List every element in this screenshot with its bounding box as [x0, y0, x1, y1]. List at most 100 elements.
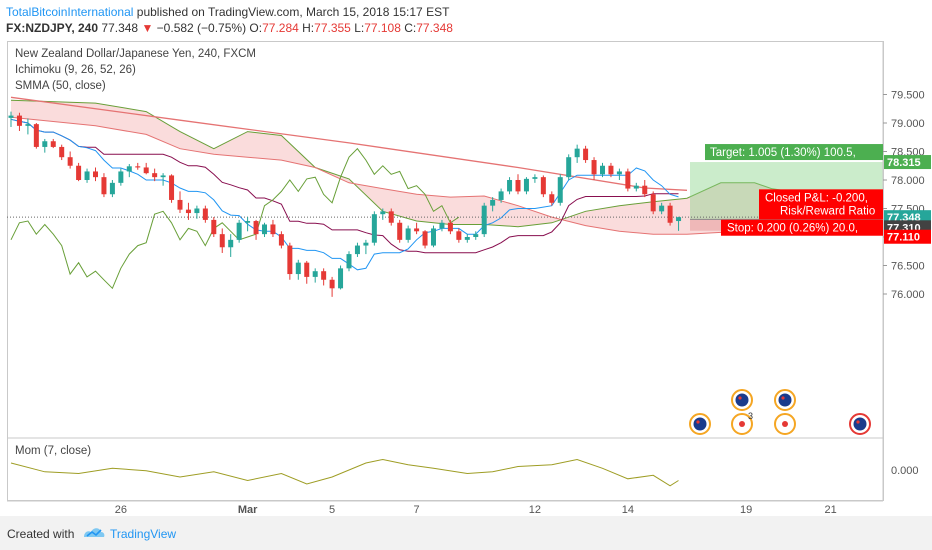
candle-body	[245, 221, 251, 223]
smma-legend[interactable]: SMMA (50, close)	[15, 80, 106, 92]
candle-body	[591, 160, 597, 175]
time-tick-label: Mar	[238, 504, 258, 516]
footer: Created with TradingView	[0, 516, 932, 550]
candle-body	[515, 180, 521, 192]
candle-body	[304, 262, 310, 277]
candle-body	[523, 178, 529, 192]
event-marker-jp[interactable]	[774, 413, 796, 435]
candle-body	[667, 205, 673, 223]
candle-body	[287, 245, 293, 275]
candle-body	[236, 222, 242, 240]
candle-body	[228, 239, 234, 248]
candle-body	[219, 234, 225, 248]
price-tick-label: 76.000	[891, 289, 925, 301]
candle-body	[185, 209, 191, 214]
momentum-tick-label: 0.000	[891, 465, 919, 477]
closed-pl-label-bg	[759, 189, 883, 220]
candle-body	[540, 177, 546, 195]
candle-body	[532, 177, 538, 179]
candle-body	[405, 228, 411, 240]
candle-body	[67, 157, 73, 166]
candle-body	[642, 185, 648, 195]
close-value: 77.348	[416, 21, 453, 35]
candle-body	[650, 194, 656, 212]
event-marker-nz[interactable]	[731, 389, 753, 411]
candle-body	[118, 171, 124, 183]
candle-body	[194, 208, 200, 214]
candle-body	[380, 211, 386, 215]
smma-line	[10, 96, 688, 191]
candle-body	[354, 245, 360, 255]
candle-body	[93, 171, 98, 178]
candle-body	[25, 124, 31, 126]
candle-body	[659, 205, 665, 212]
published-text: published on TradingView.com, March 15, …	[136, 5, 450, 19]
closed-pl-label: Closed P&L: -0.200,	[765, 192, 868, 204]
candle-body	[177, 199, 183, 210]
candle-body	[447, 222, 453, 232]
candle-body	[490, 199, 496, 206]
high-value: 77.355	[314, 21, 351, 35]
candle-body	[329, 279, 335, 289]
candle-body	[439, 222, 445, 229]
candle-body	[135, 166, 141, 168]
jp-flag-icon	[782, 421, 788, 427]
time-tick-label: 7	[414, 504, 420, 516]
event-marker-nz[interactable]	[689, 413, 711, 435]
event-marker-jp[interactable]	[731, 413, 753, 435]
header-bar: TotalBitcoinInternational published on T…	[0, 0, 932, 40]
candle-body	[321, 271, 327, 280]
candle-body	[456, 231, 462, 240]
stop-label-bg	[721, 219, 883, 236]
price-change: −0.582 (−0.75%)	[156, 21, 247, 35]
last-price: 77.348	[101, 21, 139, 35]
candle-body	[507, 180, 513, 192]
price-tick-label: 78.000	[891, 175, 925, 187]
tenkan-sen-line	[10, 118, 679, 271]
time-tick-label: 19	[740, 504, 752, 516]
chikou-span-line	[10, 147, 460, 290]
time-tick-label: 26	[115, 504, 127, 516]
candle-body	[160, 175, 166, 178]
tradingview-brand[interactable]: TradingView	[110, 527, 177, 541]
candle-body	[566, 157, 572, 178]
open-value: 77.284	[262, 21, 299, 35]
risk-reward-label: Risk/Reward Ratio	[780, 205, 875, 217]
time-tick-label: 14	[622, 504, 634, 516]
price-tick-label: 79.000	[891, 118, 925, 130]
flag-star	[738, 396, 742, 400]
senkou-span-b-line	[10, 116, 797, 235]
stop-label: Stop: 0.200 (0.26%) 20.0,	[727, 223, 858, 235]
candle-body	[253, 221, 259, 235]
tradingview-logo-icon	[84, 528, 105, 537]
momentum-legend[interactable]: Mom (7, close)	[15, 445, 92, 457]
target-price-badge-bg	[884, 155, 931, 170]
candle-body	[473, 234, 479, 237]
ichimoku-legend[interactable]: Ichimoku (9, 26, 52, 26)	[15, 64, 136, 76]
candle-body	[338, 268, 344, 289]
event-marker-nz[interactable]	[774, 389, 796, 411]
jp-flag-icon	[739, 421, 745, 427]
candle-body	[312, 271, 318, 277]
candle-body	[84, 171, 90, 180]
candle-body	[33, 124, 39, 147]
target-price-badge: 78.315	[887, 157, 921, 169]
candle-body	[126, 166, 132, 172]
created-with-label: Created with	[7, 527, 75, 541]
candle-body	[414, 228, 420, 232]
down-arrow-icon: ▼	[141, 21, 154, 35]
time-tick-label: 21	[825, 504, 837, 516]
candle-body	[363, 242, 369, 246]
candle-body	[616, 171, 622, 175]
publisher-link[interactable]: TotalBitcoinInternational	[6, 5, 134, 19]
candle-body	[8, 115, 14, 118]
stop-price-badge-bg	[884, 229, 931, 244]
high-label: H:	[302, 21, 315, 35]
candle-body	[583, 148, 589, 161]
nz-flag-icon	[778, 393, 792, 407]
candle-body	[608, 165, 614, 175]
publish-line: TotalBitcoinInternational published on T…	[6, 5, 449, 19]
price-chart[interactable]: 79.50079.00078.50078.00077.50077.00076.5…	[0, 0, 932, 516]
event-marker-nz-red[interactable]	[849, 413, 871, 435]
event-count: 3	[748, 411, 753, 421]
